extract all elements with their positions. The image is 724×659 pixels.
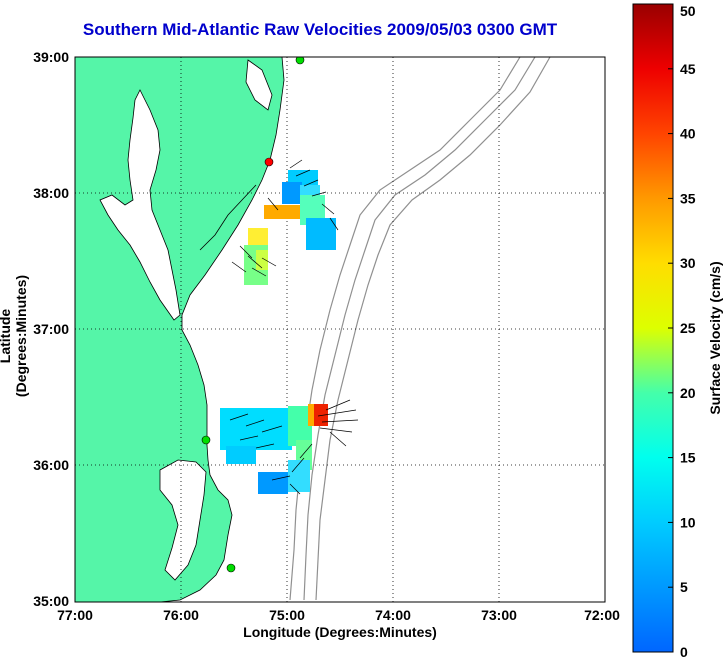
grid [75,57,605,602]
colorbar-tick-label: 25 [680,320,696,336]
colorbar [632,3,674,653]
x-tick-label: 77:00 [57,607,93,623]
delaware-bay [245,59,273,111]
x-tick-label: 72:00 [584,607,620,623]
y-tick-label: 35:00 [33,593,69,609]
x-tick-labels: 77:00 76:00 75:00 74:00 73:00 72:00 [57,607,620,623]
y-tick-label: 39:00 [33,49,69,65]
colorbar-tick-label: 35 [680,190,696,206]
colorbar-tick-label: 45 [680,61,696,77]
station-marker [226,563,236,573]
y-tick-label: 37:00 [33,321,69,337]
velocity-patches-north [244,170,336,285]
station-marker [264,157,274,167]
plot-frame [74,56,606,603]
station-marker [295,57,305,65]
y-tick-label: 38:00 [33,185,69,201]
colorbar-tick-label: 10 [680,514,696,530]
x-tick-label: 76:00 [163,607,199,623]
radar-stations [201,57,305,573]
colorbar-tick-label: 50 [680,3,696,19]
x-tick-label: 75:00 [269,607,305,623]
velocity-arrows [229,159,359,495]
x-tick-label: 73:00 [481,607,517,623]
colorbar-tick-label: 30 [680,255,696,271]
y-tick-label: 36:00 [33,457,69,473]
x-axis-label: Longitude (Degrees:Minutes) [243,624,437,640]
y-tick-labels: 39:00 38:00 37:00 36:00 35:00 [33,49,69,609]
chesapeake-bay [99,89,181,321]
colorbar-tick-label: 0 [680,644,688,659]
colorbar-tick-label: 15 [680,450,696,466]
x-tick-label: 74:00 [375,607,411,623]
map-title: Southern Mid-Atlantic Raw Velocities 200… [82,20,558,39]
colorbar-tick-label: 40 [680,126,696,142]
station-marker [201,435,211,445]
colorbar-tick-label: 5 [680,579,688,595]
colorbar-tick-label: 20 [680,385,696,401]
